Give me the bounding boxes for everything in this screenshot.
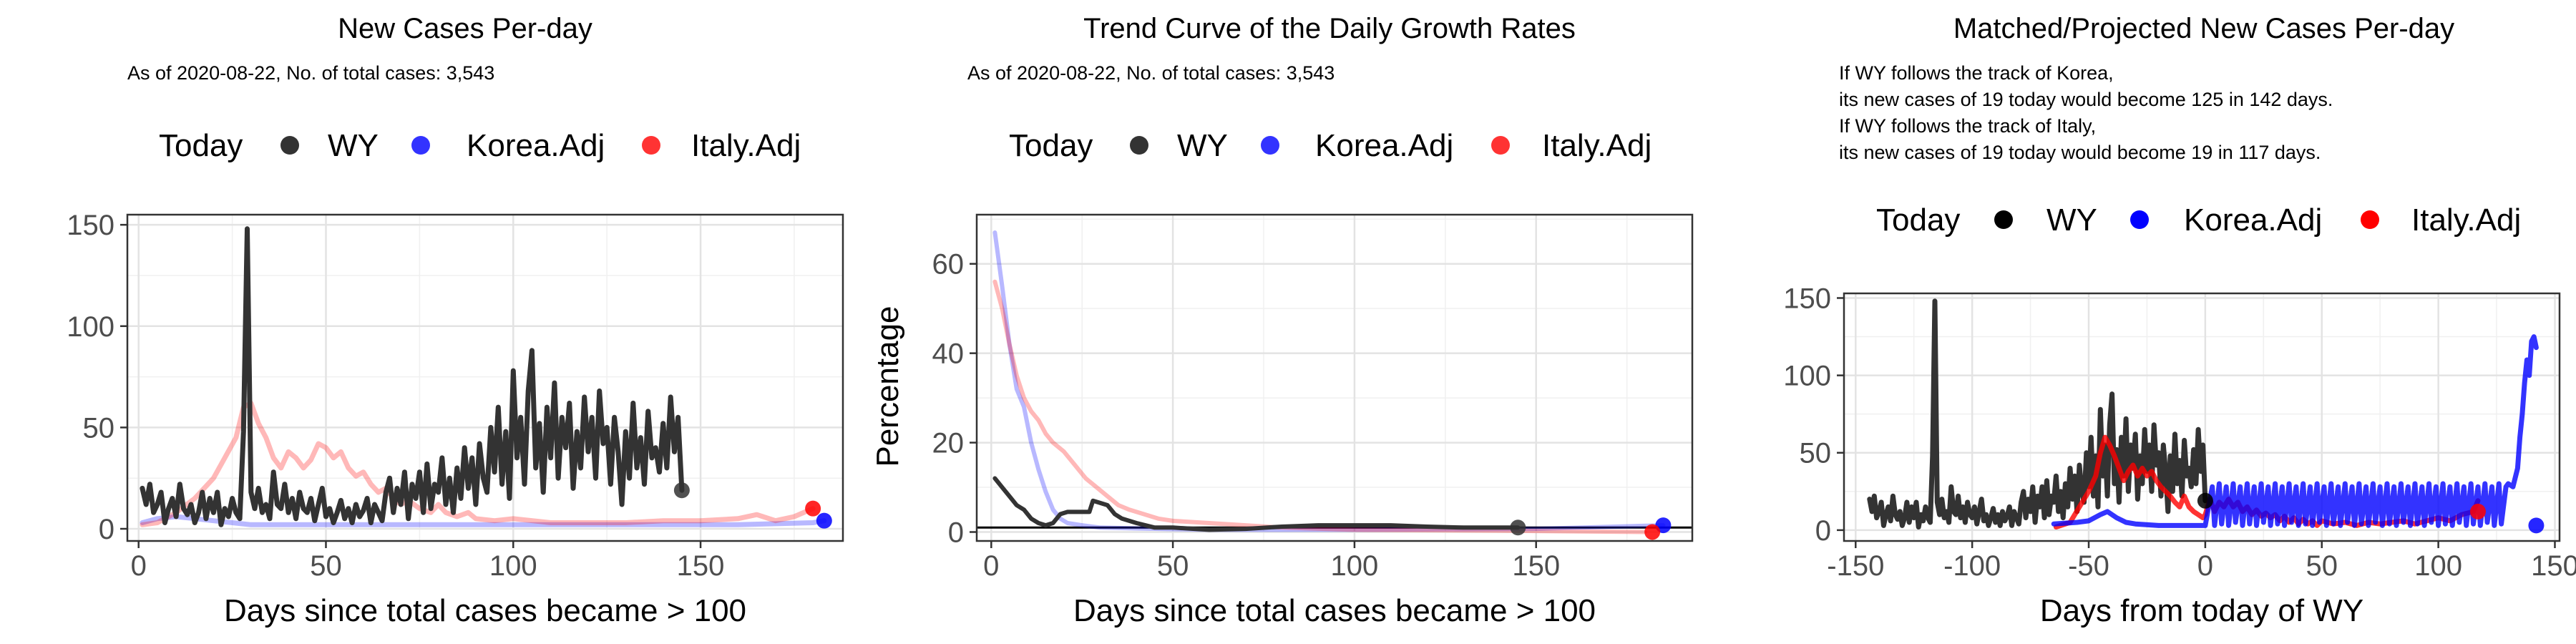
x-tick-label: 100	[1331, 550, 1379, 582]
x-tick-label: 150	[2531, 550, 2576, 582]
chart2-legend-korea: Korea.Adj	[1315, 128, 1453, 163]
chart3-title: Matched/Projected New Cases Per-day	[1953, 13, 2454, 44]
chart3-legend-key-korea	[2130, 210, 2149, 229]
chart2-legend-key-italy	[1491, 136, 1510, 155]
y-tick-label: 60	[932, 249, 965, 280]
y-tick-label: 50	[83, 412, 115, 444]
chart2-legend-wy: WY	[1177, 128, 1228, 163]
y-tick-label: 100	[1783, 361, 1831, 392]
series-line-korea-adj	[140, 514, 827, 527]
y-tick-label: 20	[932, 428, 965, 459]
chart1-legend-italy: Italy.Adj	[691, 128, 801, 163]
chart3-legend: Today WY Korea.Adj Italy.Adj	[1876, 203, 2521, 238]
today-point-korea-adj	[816, 512, 832, 529]
x-tick-label: 0	[983, 550, 999, 582]
x-tick-label: 150	[677, 550, 725, 582]
chart3-legend-key-italy	[2361, 210, 2379, 229]
x-tick-label: 0	[2197, 550, 2213, 582]
today-point-korea-adj	[2528, 517, 2545, 534]
panel-projected: Matched/Projected New Cases Per-day If W…	[1783, 13, 2576, 628]
today-point-italy-adj	[1644, 524, 1661, 540]
chart3-subtitle: If WY follows the track of Korea, its ne…	[1839, 62, 2333, 163]
chart1-x-ticks: 0 50 100 150	[131, 541, 725, 582]
chart2-legend-title: Today	[1009, 128, 1093, 163]
chart1-legend-wy: WY	[328, 128, 379, 163]
chart2-today-points	[1510, 517, 1672, 540]
series-line-wy	[1867, 298, 2208, 530]
x-tick-label: -100	[1943, 550, 2001, 582]
chart1-series	[140, 226, 827, 527]
chart3-subtitle-line4: its new cases of 19 today would become 1…	[1839, 142, 2321, 163]
y-tick-label: 150	[1783, 283, 1831, 314]
x-tick-label: 100	[2414, 550, 2462, 582]
chart3-today-points	[2197, 492, 2545, 534]
chart1-panel-border	[126, 213, 844, 542]
x-tick-label: 0	[131, 550, 147, 582]
x-tick-label: 100	[489, 550, 537, 582]
y-tick-label: 150	[67, 210, 114, 241]
chart1-x-axis-label: Days since total cases became > 100	[224, 593, 746, 628]
x-tick-label: 50	[1157, 550, 1189, 582]
panel-new-cases: New Cases Per-day As of 2020-08-22, No. …	[67, 13, 844, 628]
chart3-panel-border	[1843, 292, 2561, 542]
y-tick-label: 40	[932, 338, 965, 370]
chart1-legend-key-wy	[280, 136, 299, 155]
chart1-y-ticks: 0 50 100 150	[67, 210, 127, 545]
chart2-legend: Today WY Korea.Adj Italy.Adj	[1009, 128, 1652, 163]
chart2-x-ticks: 0 50 100 150	[983, 541, 1560, 582]
y-tick-label: 0	[1815, 515, 1831, 547]
chart2-y-ticks: 0 20 40 60	[932, 249, 977, 549]
series-line-wy	[992, 476, 1521, 532]
chart3-subtitle-line2: its new cases of 19 today would become 1…	[1839, 89, 2333, 110]
today-point-italy-adj	[2469, 503, 2486, 519]
chart1-title: New Cases Per-day	[338, 13, 592, 44]
chart1-legend-korea: Korea.Adj	[467, 128, 605, 163]
today-point-wy	[673, 482, 690, 499]
x-tick-label: 50	[310, 550, 342, 582]
chart1-legend-title: Today	[159, 128, 243, 163]
y-tick-label: 50	[1800, 438, 1832, 469]
y-tick-label: 0	[99, 514, 114, 545]
x-tick-label: -150	[1827, 550, 1884, 582]
x-tick-label: 150	[1512, 550, 1560, 582]
today-point-italy-adj	[805, 500, 821, 517]
today-point-wy	[2197, 492, 2213, 509]
y-tick-label: 100	[67, 311, 114, 343]
chart3-subtitle-line1: If WY follows the track of Korea,	[1839, 62, 2114, 84]
x-tick-label: -50	[2068, 550, 2109, 582]
chart1-today-points	[673, 482, 832, 529]
chart3-legend-title: Today	[1876, 203, 1960, 238]
chart3-y-ticks: 0 50 100 150	[1783, 283, 1844, 547]
chart2-panel-border	[975, 213, 1694, 542]
chart3-x-axis-label: Days from today of WY	[2040, 593, 2363, 628]
chart1-legend: Today WY Korea.Adj Italy.Adj	[159, 128, 801, 163]
chart2-y-axis-label: Percentage	[870, 306, 905, 467]
chart2-legend-italy: Italy.Adj	[1542, 128, 1652, 163]
y-tick-label: 0	[948, 517, 964, 549]
today-point-wy	[1510, 519, 1526, 536]
series-line-italy-adj	[992, 279, 1647, 535]
chart3-legend-key-wy	[1994, 210, 2013, 229]
chart2-series	[992, 230, 1666, 535]
chart2-legend-key-wy	[1130, 136, 1148, 155]
chart2-subtitle: As of 2020-08-22, No. of total cases: 3,…	[967, 62, 1335, 84]
chart1-legend-key-korea	[411, 136, 430, 155]
x-tick-label: 50	[2306, 550, 2338, 582]
panel-growth-rates: Trend Curve of the Daily Growth Rates As…	[870, 13, 1694, 628]
chart3-legend-italy: Italy.Adj	[2411, 203, 2521, 238]
chart2-title: Trend Curve of the Daily Growth Rates	[1083, 13, 1576, 44]
chart1-legend-key-italy	[642, 136, 660, 155]
series-line-wy	[140, 226, 685, 527]
chart2-gridlines	[977, 215, 1692, 541]
chart1-subtitle: As of 2020-08-22, No. of total cases: 3,…	[127, 62, 494, 84]
chart3-legend-wy: WY	[2046, 203, 2097, 238]
chart2-x-axis-label: Days since total cases became > 100	[1073, 593, 1596, 628]
chart3-x-ticks: -150 -100 -50 0 50 100 150	[1827, 541, 2576, 582]
chart3-legend-korea: Korea.Adj	[2184, 203, 2322, 238]
chart3-subtitle-line3: If WY follows the track of Italy,	[1839, 115, 2096, 137]
chart2-legend-key-korea	[1261, 136, 1279, 155]
